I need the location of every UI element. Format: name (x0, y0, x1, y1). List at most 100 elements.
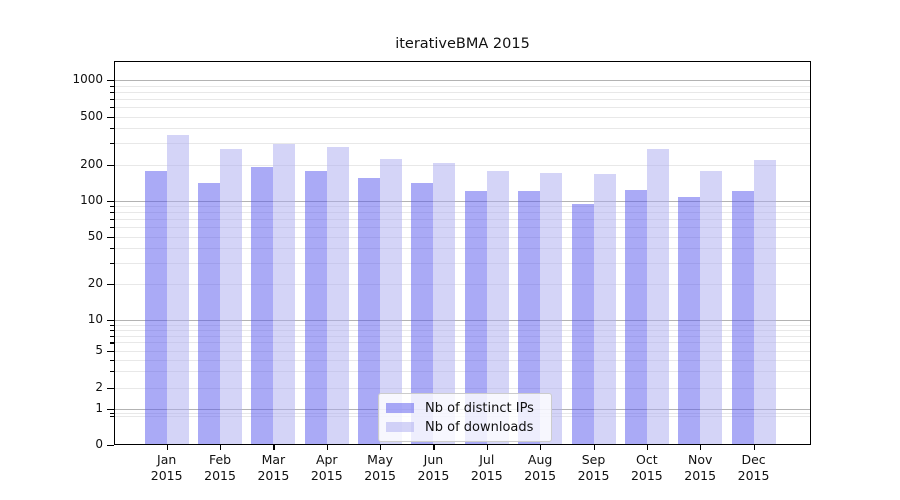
minor-gridline (114, 205, 811, 207)
bar-downloads-apr (326, 146, 349, 445)
minor-gridline (114, 324, 811, 326)
legend-label-downloads: Nb of downloads (425, 419, 534, 435)
bar-distinct-ips-feb (198, 182, 221, 445)
x-tick-dec (753, 445, 755, 450)
y-minor-tick (110, 106, 114, 109)
minor-gridline (114, 248, 811, 250)
y-tick-label-500: 500 (80, 108, 103, 123)
y-minor-tick (110, 98, 114, 100)
x-tick-mar (273, 445, 275, 450)
legend-swatch-downloads (386, 422, 414, 432)
bar-distinct-ips-jul (464, 191, 487, 445)
x-tick-sep (593, 445, 595, 450)
x-tick-feb (220, 445, 222, 450)
minor-gridline (114, 128, 811, 130)
legend-row-downloads: Nb of downloads (386, 419, 544, 435)
y-minor-tick (110, 205, 114, 208)
bar-distinct-ips-may (358, 178, 381, 445)
minor-gridline (114, 342, 811, 344)
major-gridline (114, 80, 811, 81)
y-tick-100 (107, 200, 114, 202)
bar-downloads-nov (700, 170, 723, 445)
y-minor-tick (110, 329, 114, 331)
major-gridline (114, 320, 811, 321)
bar-downloads-mar (273, 143, 296, 445)
y-minor-tick (110, 236, 114, 238)
y-tick-label-10: 10 (87, 312, 103, 326)
y-minor-tick (110, 227, 114, 229)
minor-gridline (114, 371, 811, 373)
bar-downloads-sep (593, 173, 616, 445)
x-tick-oct (646, 445, 649, 450)
minor-gridline (114, 85, 811, 87)
x-tick-label-oct: Oct 2015 (630, 452, 663, 483)
legend: Nb of distinct IPs Nb of downloads (378, 393, 552, 442)
y-tick-label-1: 1 (95, 401, 103, 415)
minor-gridline (114, 143, 811, 145)
y-tick-label-5: 5 (95, 342, 103, 357)
y-minor-tick (110, 342, 114, 344)
minor-gridline (114, 236, 811, 238)
legend-label-distinct-ips: Nb of distinct IPs (425, 400, 534, 416)
y-tick-1000 (107, 80, 114, 82)
y-minor-tick (110, 164, 114, 166)
legend-swatch-distinct-ips (386, 403, 414, 413)
bar-downloads-feb (220, 149, 243, 445)
x-tick-nov (700, 445, 702, 450)
minor-gridline (114, 116, 811, 118)
minor-gridline (114, 335, 811, 337)
minor-gridline (114, 284, 811, 285)
y-minor-tick (110, 350, 114, 352)
y-minor-tick (110, 212, 114, 214)
y-minor-tick (110, 416, 114, 418)
y-minor-tick (110, 359, 114, 361)
minor-gridline (114, 98, 811, 100)
minor-gridline (114, 227, 811, 229)
x-tick-label-jul: Jul 2015 (470, 452, 503, 483)
minor-gridline (114, 359, 811, 361)
x-tick-label-may: May 2015 (364, 452, 396, 483)
y-minor-tick (110, 91, 114, 93)
y-minor-tick (110, 262, 114, 265)
bar-downloads-may (380, 159, 403, 445)
minor-gridline (114, 387, 811, 389)
x-tick-jul (486, 445, 488, 450)
bar-distinct-ips-jan (144, 170, 167, 445)
y-minor-tick (110, 248, 114, 250)
y-tick-10 (107, 320, 114, 322)
chart-title: iterativeBMA 2015 (395, 36, 530, 52)
x-tick-aug (540, 445, 542, 450)
y-tick-label-100: 100 (80, 192, 103, 207)
y-minor-tick (110, 85, 114, 87)
plot-area (114, 61, 811, 445)
y-tick-label-0: 0 (95, 437, 103, 451)
x-tick-label-jan: Jan 2015 (150, 452, 183, 483)
bar-downloads-jul (486, 170, 509, 445)
y-tick-label-20: 20 (87, 276, 103, 290)
x-tick-label-dec: Dec 2015 (737, 452, 770, 483)
minor-gridline (114, 329, 811, 331)
x-tick-label-sep: Sep 2015 (577, 452, 610, 483)
bar-downloads-jan (166, 135, 189, 445)
x-tick-jan (166, 445, 168, 450)
x-tick-label-feb: Feb 2015 (204, 452, 236, 483)
bar-distinct-ips-mar (251, 167, 274, 445)
x-tick-label-nov: Nov 2015 (684, 452, 717, 483)
x-tick-label-mar: Mar 2015 (257, 452, 290, 483)
x-tick-label-aug: Aug 2015 (524, 452, 557, 483)
y-tick-label-2: 2 (95, 379, 103, 394)
bar-distinct-ips-nov (678, 196, 701, 445)
bar-distinct-ips-aug (518, 191, 541, 445)
x-tick-label-jun: Jun 2015 (417, 452, 450, 483)
y-minor-tick (110, 412, 114, 414)
bar-distinct-ips-oct (624, 190, 647, 445)
bar-distinct-ips-dec (731, 191, 754, 445)
y-minor-tick (110, 128, 114, 130)
y-minor-tick (110, 284, 114, 286)
x-tick-may (380, 445, 382, 450)
x-tick-apr (326, 445, 328, 450)
minor-gridline (114, 91, 811, 93)
y-minor-tick (110, 219, 114, 221)
y-minor-tick (110, 143, 114, 145)
